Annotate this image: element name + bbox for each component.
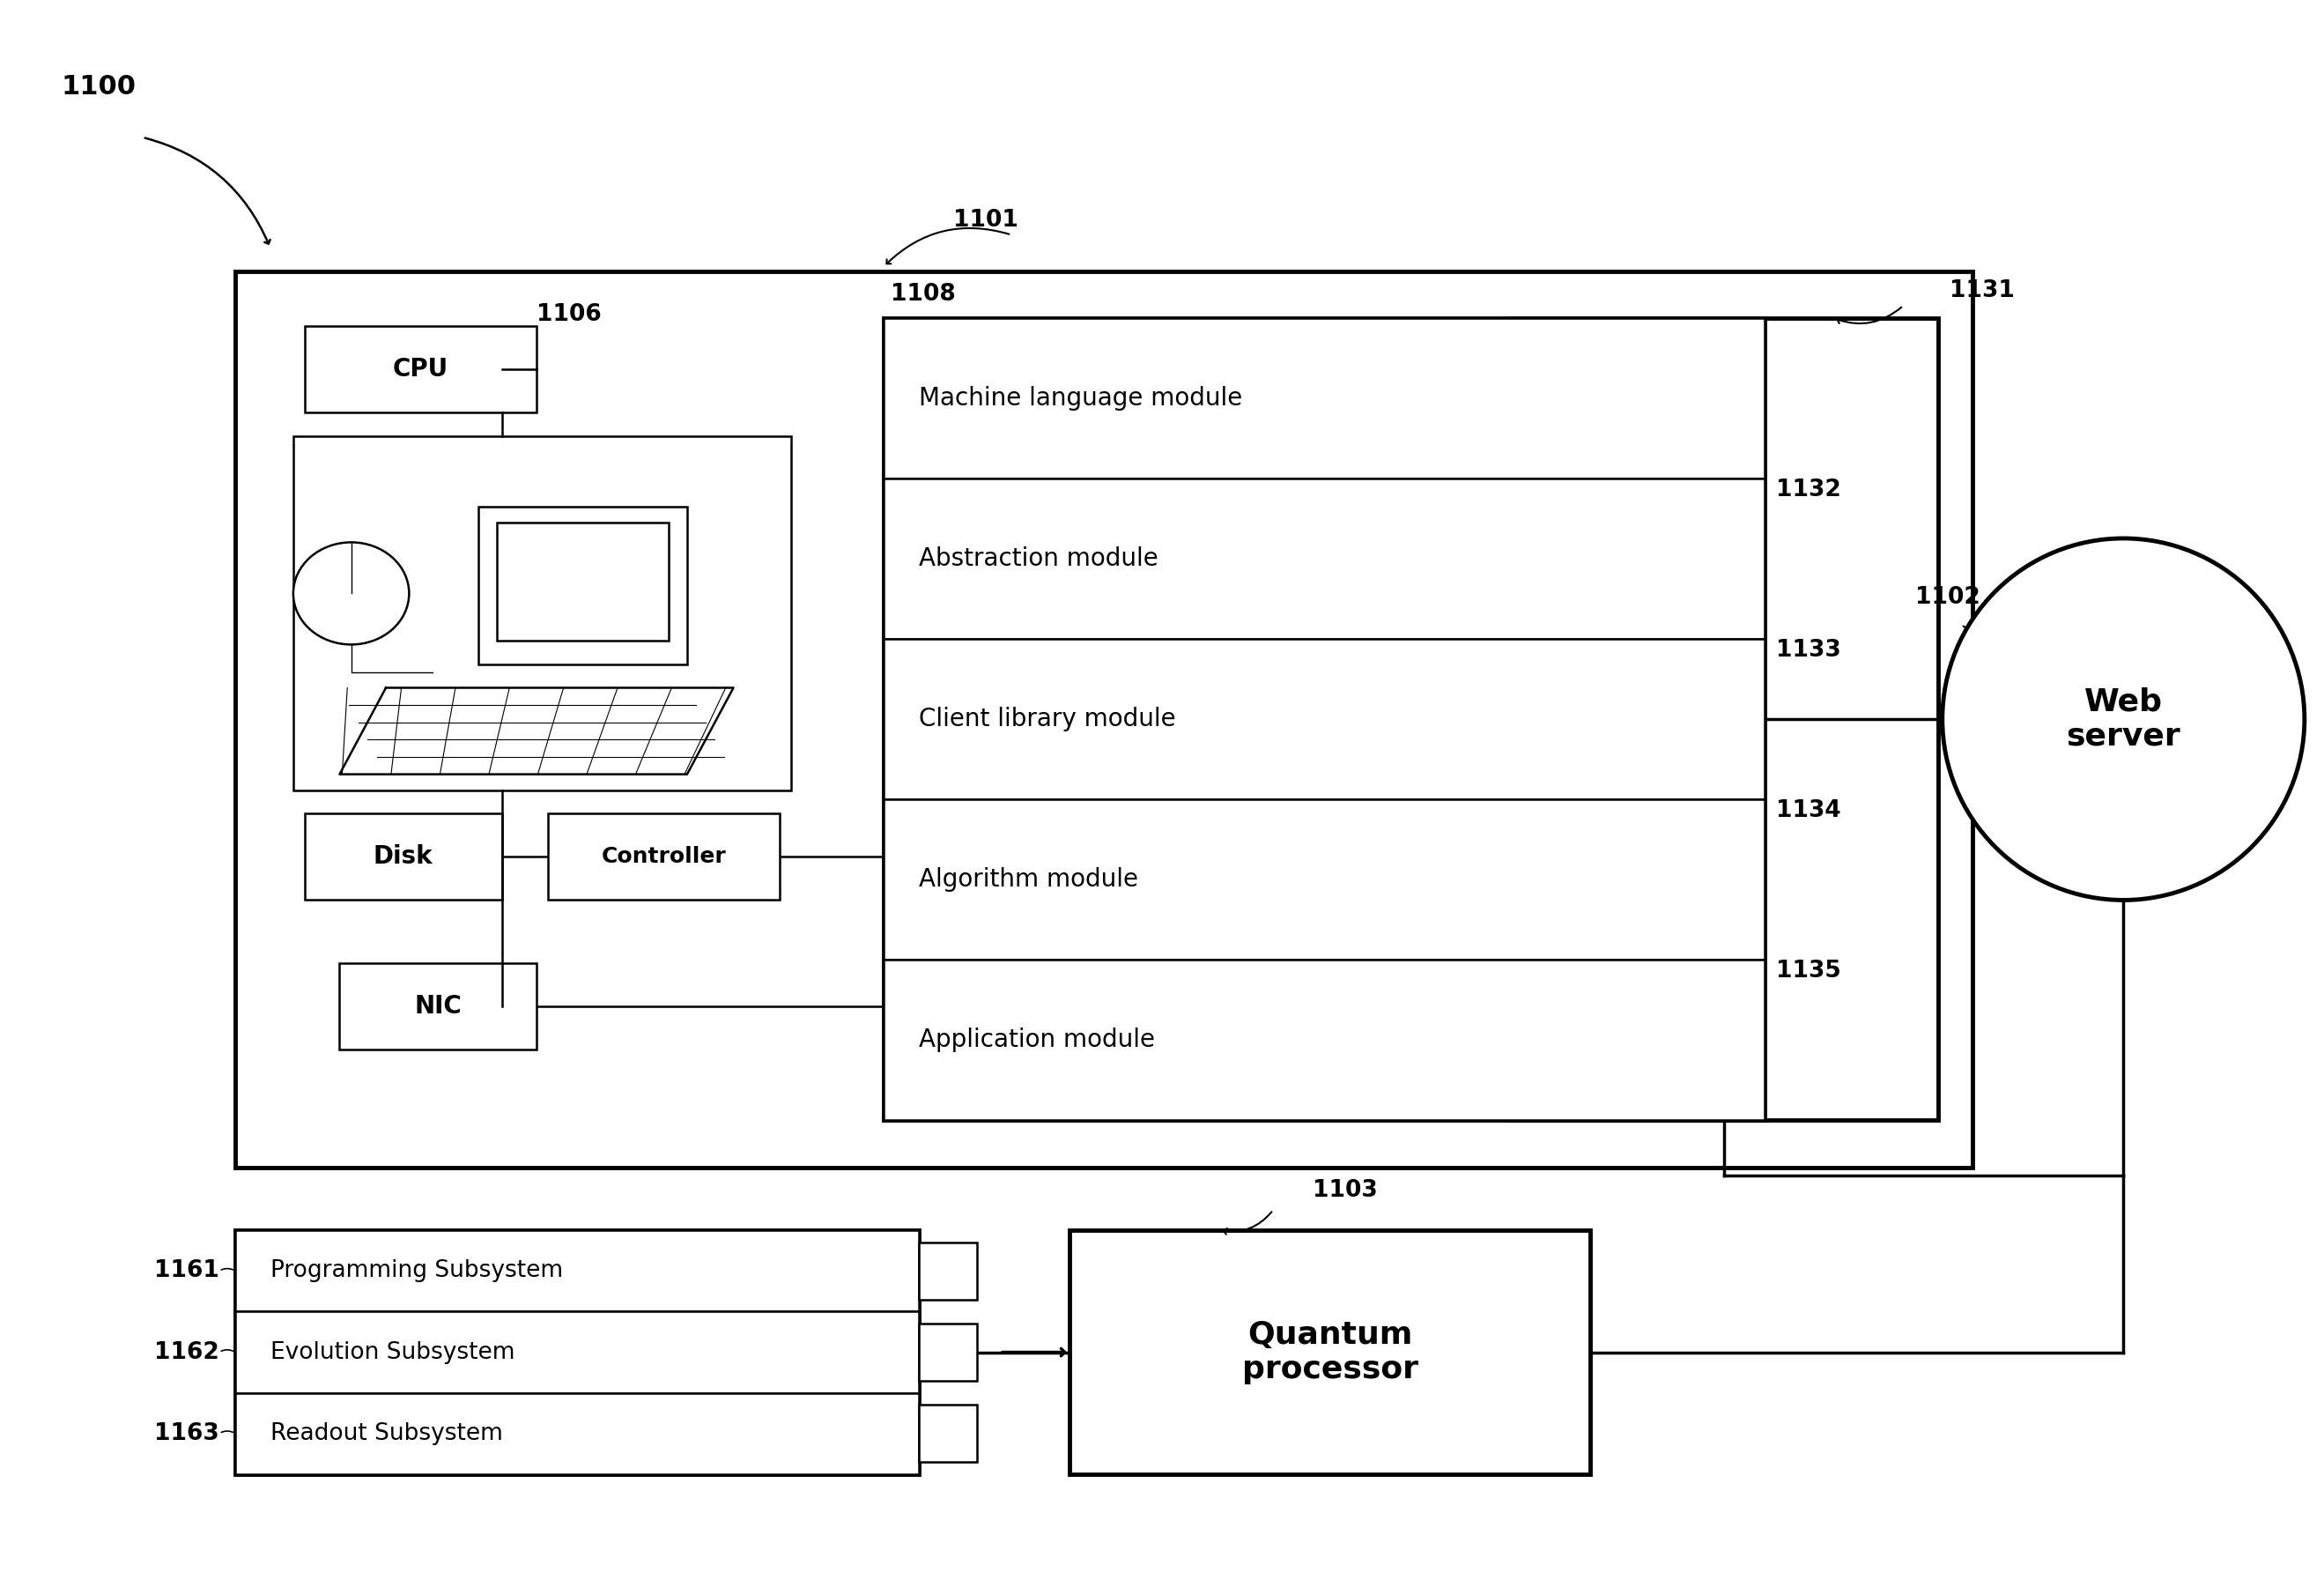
Text: 1134: 1134 xyxy=(1776,799,1841,822)
FancyBboxPatch shape xyxy=(235,1311,918,1394)
Text: 1133: 1133 xyxy=(1776,638,1841,662)
Text: Quantum
processor: Quantum processor xyxy=(1241,1319,1418,1384)
Text: 1102: 1102 xyxy=(1915,586,1980,610)
Text: Algorithm module: Algorithm module xyxy=(918,867,1139,893)
Text: 1161: 1161 xyxy=(153,1259,218,1283)
FancyBboxPatch shape xyxy=(293,436,792,790)
FancyBboxPatch shape xyxy=(918,1405,976,1462)
FancyBboxPatch shape xyxy=(883,318,1764,1120)
FancyBboxPatch shape xyxy=(548,814,781,901)
Text: CPU: CPU xyxy=(393,357,449,382)
Ellipse shape xyxy=(1943,539,2305,901)
Text: Client library module: Client library module xyxy=(918,706,1176,732)
FancyBboxPatch shape xyxy=(918,1242,976,1299)
Text: Controller: Controller xyxy=(602,847,727,867)
FancyBboxPatch shape xyxy=(235,1394,918,1474)
Text: 1106: 1106 xyxy=(537,303,602,325)
FancyBboxPatch shape xyxy=(883,799,1764,959)
FancyBboxPatch shape xyxy=(883,959,1764,1120)
Text: NIC: NIC xyxy=(414,994,462,1019)
Text: Abstraction module: Abstraction module xyxy=(918,547,1157,570)
FancyBboxPatch shape xyxy=(339,962,537,1049)
Text: Programming Subsystem: Programming Subsystem xyxy=(270,1259,562,1283)
Text: Readout Subsystem: Readout Subsystem xyxy=(270,1422,502,1446)
FancyBboxPatch shape xyxy=(235,272,1973,1168)
FancyBboxPatch shape xyxy=(918,1324,976,1381)
FancyBboxPatch shape xyxy=(235,1231,918,1474)
Text: Disk: Disk xyxy=(374,844,432,869)
FancyArrowPatch shape xyxy=(307,589,404,597)
FancyBboxPatch shape xyxy=(497,523,669,640)
Text: 1101: 1101 xyxy=(953,209,1018,232)
FancyBboxPatch shape xyxy=(304,325,537,412)
FancyBboxPatch shape xyxy=(479,507,688,664)
Text: 1103: 1103 xyxy=(1313,1179,1378,1202)
Text: 1132: 1132 xyxy=(1776,479,1841,501)
Text: 1131: 1131 xyxy=(1950,280,2015,302)
Text: 1162: 1162 xyxy=(153,1341,218,1364)
FancyBboxPatch shape xyxy=(883,638,1764,799)
Ellipse shape xyxy=(293,542,409,645)
Text: 1100: 1100 xyxy=(63,74,137,100)
FancyBboxPatch shape xyxy=(1511,318,1938,1120)
Text: 1135: 1135 xyxy=(1776,959,1841,983)
Text: 1163: 1163 xyxy=(153,1422,218,1446)
FancyBboxPatch shape xyxy=(304,814,502,901)
Text: Application module: Application module xyxy=(918,1027,1155,1052)
FancyBboxPatch shape xyxy=(235,1231,918,1311)
Text: Evolution Subsystem: Evolution Subsystem xyxy=(270,1341,514,1364)
Text: Web
server: Web server xyxy=(2066,687,2180,752)
Text: Machine language module: Machine language module xyxy=(918,386,1243,411)
FancyBboxPatch shape xyxy=(1069,1231,1590,1474)
FancyBboxPatch shape xyxy=(883,479,1764,638)
Text: 1108: 1108 xyxy=(890,283,955,305)
FancyBboxPatch shape xyxy=(883,318,1764,479)
